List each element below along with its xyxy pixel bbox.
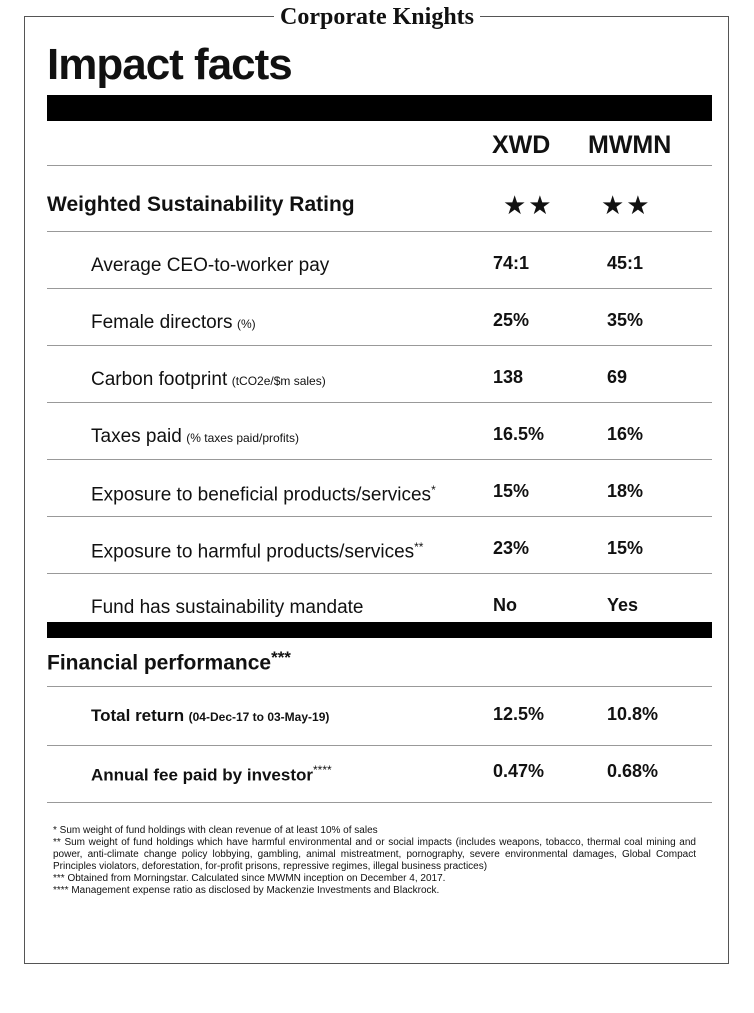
- label-text: Average CEO-to-worker pay: [91, 255, 330, 276]
- value: 16%: [607, 424, 644, 444]
- rule: [47, 459, 712, 460]
- rule: [47, 231, 712, 232]
- value: 23%: [493, 538, 530, 558]
- label-note: (% taxes paid/profits): [186, 431, 300, 445]
- label-text: Exposure to beneficial products/services: [91, 484, 432, 506]
- footnote: *** Obtained from Morningstar. Calculate…: [53, 873, 446, 884]
- value: 15%: [493, 481, 530, 501]
- value: 25%: [493, 310, 530, 330]
- label-note: (%): [236, 317, 256, 331]
- label-note: (tCO2e/$m sales): [231, 374, 326, 388]
- label-text: Exposure to harmful products/services: [91, 541, 415, 563]
- value: Yes: [607, 595, 639, 615]
- rule: [47, 345, 712, 346]
- value: 0.47%: [493, 761, 545, 781]
- section-bar: [47, 622, 712, 638]
- value: 18%: [607, 481, 644, 501]
- column-head: MWMN: [588, 131, 672, 159]
- rating-label: Weighted Sustainability Rating: [47, 193, 355, 216]
- row-label: Exposure to harmful products/services**: [91, 540, 423, 563]
- financial-title: Financial performance: [47, 651, 272, 675]
- rule: [47, 402, 712, 403]
- brand-text: Corporate Knights: [274, 4, 480, 30]
- value: 12.5%: [493, 704, 545, 724]
- footnotes: * Sum weight of fund holdings with clean…: [53, 825, 696, 897]
- row-label: Total return (04-Dec-17 to 03-May-19): [91, 706, 329, 726]
- footnote-mark: ***: [271, 648, 291, 667]
- value: 138: [493, 367, 524, 387]
- title: Impact facts: [47, 40, 293, 89]
- label-text: Fund has sustainability mandate: [91, 597, 364, 618]
- value: 15%: [607, 538, 644, 558]
- footnote-mark: *: [431, 483, 436, 497]
- footnote-mark: ****: [313, 763, 332, 777]
- footnote-mark: **: [414, 540, 424, 554]
- label-text: Annual fee paid by investor: [91, 765, 313, 785]
- rating-stars: ★★: [601, 190, 652, 220]
- footnote: * Sum weight of fund holdings with clean…: [53, 825, 378, 836]
- value: 74:1: [493, 253, 530, 273]
- financial-heading: Financial performance***: [47, 648, 291, 675]
- value: 45:1: [607, 253, 644, 273]
- brand: Corporate Knights: [0, 4, 754, 31]
- value: No: [493, 595, 517, 615]
- rule: [47, 165, 712, 166]
- row-label: Fund has sustainability mandate: [91, 597, 364, 619]
- row-label: Taxes paid (% taxes paid/profits): [91, 426, 299, 448]
- rule: [47, 802, 712, 803]
- rule: [47, 686, 712, 687]
- rule: [47, 573, 712, 574]
- row-label: Average CEO-to-worker pay: [91, 255, 329, 277]
- rule: [47, 288, 712, 289]
- row-label: Female directors (%): [91, 312, 256, 334]
- value: 0.68%: [607, 761, 659, 781]
- label-text: Carbon footprint: [91, 369, 228, 390]
- rating-stars: ★★: [503, 190, 554, 220]
- value: 35%: [607, 310, 644, 330]
- row-label: Exposure to beneficial products/services…: [91, 483, 436, 506]
- label-text: Female directors: [91, 312, 233, 333]
- rule: [47, 516, 712, 517]
- footnote: **** Management expense ratio as disclos…: [53, 885, 440, 896]
- header-bar: [47, 95, 712, 121]
- rule: [47, 745, 712, 746]
- value: 16.5%: [493, 424, 545, 444]
- column-head: XWD: [492, 131, 551, 159]
- row-label: Carbon footprint (tCO2e/$m sales): [91, 369, 326, 391]
- value: 10.8%: [607, 704, 659, 724]
- row-label: Annual fee paid by investor****: [91, 763, 332, 785]
- label-note: (04-Dec-17 to 03-May-19): [188, 710, 330, 724]
- value: 69: [607, 367, 628, 387]
- label-text: Taxes paid: [91, 426, 182, 447]
- label-text: Total return: [91, 706, 185, 725]
- footnote: ** Sum weight of fund holdings which hav…: [53, 837, 696, 872]
